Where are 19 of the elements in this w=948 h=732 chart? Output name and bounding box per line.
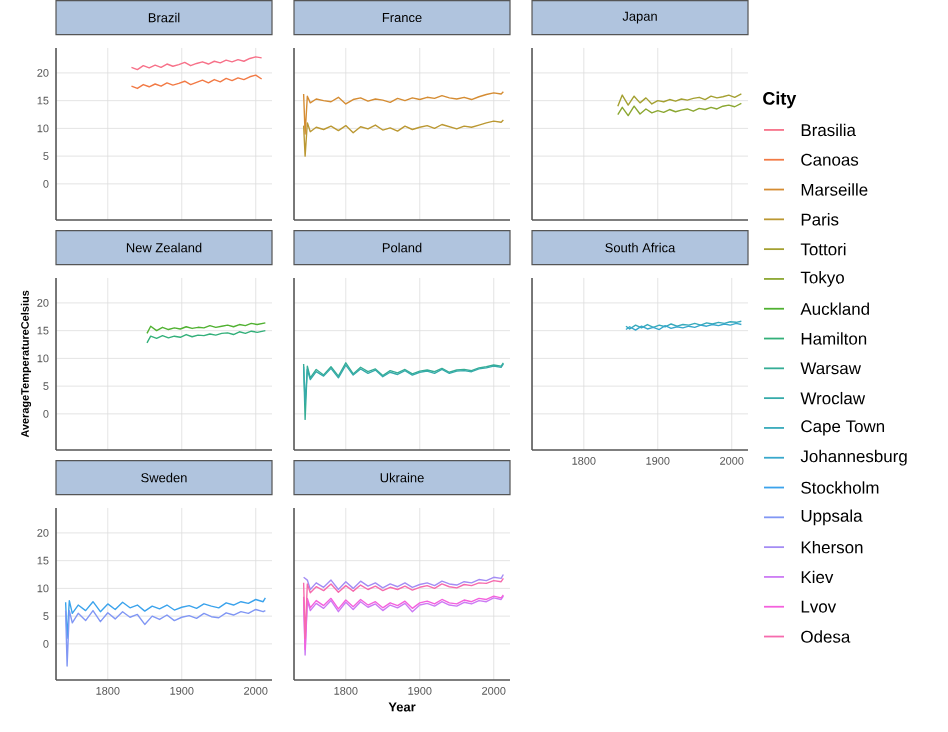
legend-label: Cape Town	[801, 420, 885, 436]
legend-label: Auckland	[800, 302, 869, 315]
legend-label: Warsaw	[800, 362, 861, 375]
legend-label: Tokyo	[800, 271, 844, 287]
legend-label: Johannesburg	[800, 449, 907, 466]
legend-label: Tottori	[800, 242, 846, 256]
legend-label: Stockholm	[801, 481, 879, 494]
legend-label: Paris	[801, 213, 839, 226]
legend-label: Hamilton	[801, 332, 867, 345]
legend-label: Kiev	[801, 570, 834, 584]
legend-label: Kherson	[801, 540, 863, 554]
legend-label: Brasilia	[801, 123, 856, 137]
legend-label: Marseille	[801, 183, 868, 196]
legend-label: Lvov	[801, 600, 837, 613]
legend-label: Uppsala	[801, 509, 863, 526]
legend-title: City	[763, 91, 797, 109]
legend-label: Odesa	[801, 630, 851, 643]
legend-label: Wroclaw	[800, 391, 866, 405]
legend-label: Canoas	[801, 153, 859, 166]
